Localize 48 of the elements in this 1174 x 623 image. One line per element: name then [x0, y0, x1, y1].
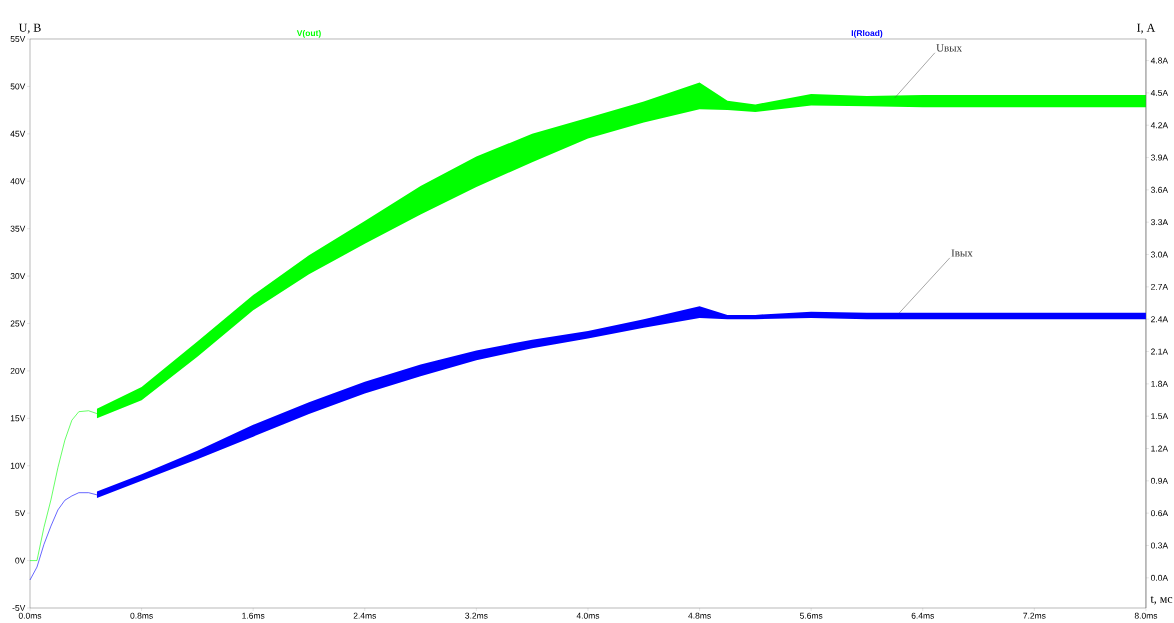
y-tick-label: 20V: [10, 367, 26, 374]
y2-tick-label: 1.8A: [1151, 380, 1169, 387]
y-tick-label: 10V: [10, 462, 26, 469]
text: V(out): [296, 29, 321, 38]
y-axis-title: U, B: [18, 23, 41, 34]
y2-tick-label: 4.8A: [1150, 57, 1169, 64]
x-tick-label: 3.2ms: [465, 612, 488, 619]
annotation: Iвых: [951, 249, 973, 257]
y-tick-label: 35V: [10, 225, 26, 232]
y2-tick-label: 2.7A: [1151, 283, 1169, 290]
y-tick-label: 5V: [15, 510, 26, 517]
y2-tick-label: 4.2A: [1150, 122, 1169, 129]
annotation: Uвых: [936, 44, 962, 52]
x-tick-label: 0.8ms: [130, 612, 153, 619]
x-tick-label: 7.2ms: [1023, 612, 1046, 619]
x-tick-label: 4.0ms: [576, 612, 600, 619]
y2-tick-label: 3.3A: [1150, 219, 1169, 226]
y-tick-label: 30V: [10, 273, 26, 280]
y-tick-label: -5V: [12, 605, 26, 611]
x-tick-label: 8.0ms: [1134, 612, 1158, 619]
y2-tick-label: 2.4A: [1151, 316, 1169, 323]
y2-tick-label: 3.9A: [1150, 154, 1169, 161]
y2-tick-label: 1.5A: [1151, 413, 1169, 420]
y-tick-label: 55V: [10, 36, 26, 42]
y2-tick-label: 0.6A: [1150, 510, 1169, 517]
y2-tick-label: 0.9A: [1150, 477, 1169, 484]
x-tick-label: 4.8ms: [688, 612, 711, 619]
y2-tick-label: 3.0A: [1150, 251, 1169, 258]
x-axis-title: t, мс: [1150, 595, 1173, 605]
y2-tick-label: 4.5A: [1150, 89, 1169, 96]
y-tick-label: 0V: [15, 557, 26, 564]
y-tick-label: 45V: [10, 130, 26, 137]
x-tick-label: 0.0ms: [18, 612, 42, 619]
y2-tick-label: 1.2A: [1151, 445, 1169, 452]
y-tick-label: 25V: [10, 320, 26, 327]
y-tick-label: 15V: [10, 415, 26, 422]
y2-tick-label: 0.0A: [1150, 574, 1169, 581]
x-tick-label: 6.4ms: [911, 612, 934, 619]
x-tick-label: 5.6ms: [799, 612, 823, 619]
y-tick-label: 40V: [10, 178, 26, 185]
y2-tick-label: 0.3A: [1150, 542, 1169, 549]
y2-axis-title: I, A: [1137, 23, 1156, 34]
x-tick-label: 2.4ms: [353, 612, 376, 619]
y2-tick-label: 2.1A: [1151, 348, 1169, 355]
y-tick-label: 50V: [10, 83, 26, 90]
y2-tick-label: 3.6A: [1150, 186, 1169, 193]
x-tick-label: 1.6ms: [242, 612, 265, 619]
text: I(Rload): [851, 29, 883, 38]
